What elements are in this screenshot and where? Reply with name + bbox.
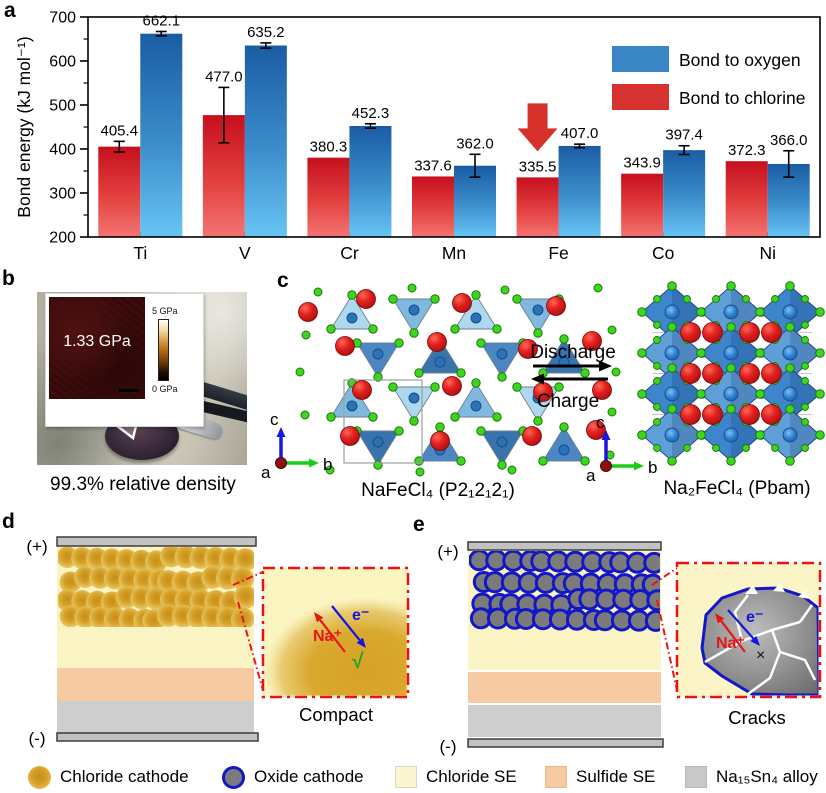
oxide-cathode-cell (467, 541, 822, 748)
svg-text:366.0: 366.0 (770, 132, 808, 149)
axis-triads (275, 427, 644, 472)
axis-b-label-right: b (648, 458, 657, 477)
chloride-cathode-cell (56, 536, 410, 742)
legend-label: Chloride SE (426, 767, 517, 786)
na2fecl4-structure (637, 281, 825, 466)
colorbar-gradient (158, 319, 169, 381)
axis-a-label-right: a (586, 466, 596, 485)
legend-label: Sulfide SE (576, 767, 656, 786)
svg-text:452.3: 452.3 (352, 105, 390, 122)
legend-label: Na₁₅Sn₄ alloy (716, 767, 818, 786)
svg-text:380.3: 380.3 (310, 139, 348, 156)
svg-text:500: 500 (49, 98, 76, 115)
svg-text:407.0: 407.0 (561, 125, 599, 142)
negative-terminal-e: (-) (440, 737, 457, 756)
charge-label: Charge (537, 391, 599, 412)
hardness-map-image: 1.33 GPa (49, 297, 145, 399)
svg-text:343.9: 343.9 (623, 155, 661, 172)
cell-schematics: (+) (-) (+) (-) Na⁺ e⁻ √ Compact Na⁺ e⁻ … (26, 536, 822, 756)
axis-b-label-left: b (323, 455, 332, 474)
svg-text:337.6: 337.6 (414, 157, 452, 174)
svg-text:300: 300 (49, 186, 76, 203)
colorbar-min-label: 0 GPa (152, 384, 178, 394)
cross-mark: × (756, 647, 765, 664)
check-mark: √ (352, 650, 364, 673)
legend-item-chloride-se: Chloride SE (395, 763, 517, 791)
chloride-cathode-swatch (28, 765, 51, 789)
discharge-label: Discharge (530, 342, 616, 363)
svg-text:372.3: 372.3 (728, 142, 766, 159)
na2fecl4-formula: Na₂FeCl₄ (Pbam) (663, 478, 810, 499)
legend-label: Oxide cathode (254, 767, 364, 786)
scale-bar (119, 389, 139, 392)
hardness-map-inset: 1.33 GPa 5 GPa 0 GPa (45, 293, 204, 427)
legend-item-alloy: Na₁₅Sn₄ alloy (685, 763, 818, 791)
chart-plot-area: 200 300 400 500 600 700 Ti 405.4 662.1 V 477.0 635.… (49, 10, 821, 263)
negative-terminal-d: (-) (29, 729, 46, 748)
axis-a-label-left: a (261, 463, 271, 482)
electron-label-e: e⁻ (746, 609, 763, 626)
colorbar-max-label: 5 GPa (152, 306, 178, 316)
legend-item-chloride-cathode: Chloride cathode (28, 763, 189, 791)
alloy-swatch (685, 766, 707, 788)
svg-text:Fe: Fe (548, 243, 568, 263)
svg-text:362.0: 362.0 (456, 135, 494, 152)
reaction-arrows (531, 360, 612, 385)
legend-item-oxide-cathode: Oxide cathode (222, 763, 364, 791)
relative-density-caption: 99.3% relative density (50, 474, 236, 495)
svg-text:662.1: 662.1 (143, 12, 181, 29)
panel-label-e: e (413, 513, 425, 536)
bond-energy-chart: 200 300 400 500 600 700 Ti 405.4 662.1 V 477.0 635.… (14, 10, 821, 263)
svg-text:397.4: 397.4 (665, 127, 703, 144)
sulfide-se-swatch (545, 766, 567, 788)
svg-text:477.0: 477.0 (205, 68, 243, 85)
hardness-value: 1.33 GPa (63, 333, 131, 350)
na-ion-label-d: Na⁺ (313, 628, 342, 645)
nafecl4-structure (295, 283, 621, 477)
panel-label-d: d (2, 510, 15, 533)
svg-text:400: 400 (49, 142, 76, 159)
svg-text:V: V (239, 243, 251, 263)
electron-label-d: e⁻ (352, 607, 369, 624)
cracks-caption: Cracks (728, 707, 786, 728)
svg-text:Cr: Cr (340, 243, 359, 263)
svg-text:635.2: 635.2 (247, 24, 285, 41)
svg-text:335.5: 335.5 (519, 158, 557, 175)
panel-label-b: b (2, 267, 15, 290)
oxide-cathode-swatch (222, 765, 245, 789)
svg-text:Bond to oxygen: Bond to oxygen (679, 50, 801, 70)
svg-text:Ti: Ti (133, 243, 147, 263)
svg-text:Co: Co (652, 243, 674, 263)
chloride-se-swatch (395, 766, 417, 788)
panel-label-c: c (277, 269, 289, 292)
hardness-colorbar: 5 GPa 0 GPa (148, 306, 196, 410)
compact-caption: Compact (299, 704, 373, 725)
y-axis-label: Bond energy (kJ mol⁻¹) (14, 36, 34, 217)
pellet-photo: 1.33 GPa 5 GPa 0 GPa (37, 292, 247, 465)
svg-text:Bond to chlorine: Bond to chlorine (679, 88, 805, 108)
nafecl4-formula: NaFeCl₄ (P2₁2₁2₁) (361, 480, 515, 501)
svg-text:700: 700 (49, 10, 76, 27)
axis-c-label-right: c (596, 413, 605, 432)
positive-terminal-e: (+) (437, 542, 458, 561)
svg-text:Mn: Mn (442, 243, 466, 263)
svg-text:200: 200 (49, 230, 76, 247)
svg-text:600: 600 (49, 54, 76, 71)
legend-label: Chloride cathode (60, 767, 189, 786)
panel-label-a: a (4, 0, 16, 22)
positive-terminal-d: (+) (26, 537, 47, 556)
svg-text:Ni: Ni (759, 243, 776, 263)
legend-item-sulfide-se: Sulfide SE (545, 763, 655, 791)
axis-c-label-left: c (270, 410, 279, 429)
svg-text:405.4: 405.4 (101, 122, 139, 139)
na-ion-label-e: Na⁺ (716, 635, 745, 652)
crystal-structures: Discharge Charge NaFeCl₄ (P2₁2₁2₁) Na₂Fe… (261, 281, 825, 501)
